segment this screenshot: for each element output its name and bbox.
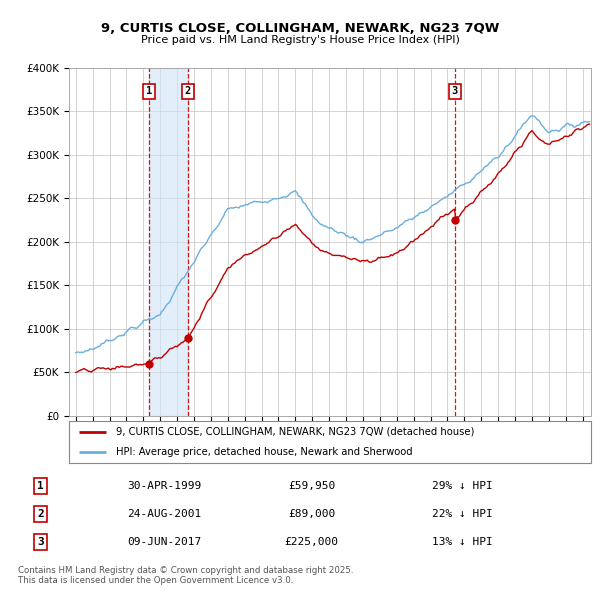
Text: This data is licensed under the Open Government Licence v3.0.: This data is licensed under the Open Gov…: [18, 576, 293, 585]
Text: 1: 1: [37, 481, 44, 491]
Text: 9, CURTIS CLOSE, COLLINGHAM, NEWARK, NG23 7QW: 9, CURTIS CLOSE, COLLINGHAM, NEWARK, NG2…: [101, 22, 499, 35]
Text: £89,000: £89,000: [288, 509, 335, 519]
Text: 13% ↓ HPI: 13% ↓ HPI: [433, 537, 493, 547]
Text: 3: 3: [452, 86, 458, 96]
Text: 9, CURTIS CLOSE, COLLINGHAM, NEWARK, NG23 7QW (detached house): 9, CURTIS CLOSE, COLLINGHAM, NEWARK, NG2…: [116, 427, 475, 437]
Text: 29% ↓ HPI: 29% ↓ HPI: [433, 481, 493, 491]
Text: Contains HM Land Registry data © Crown copyright and database right 2025.: Contains HM Land Registry data © Crown c…: [18, 566, 353, 575]
Text: 2: 2: [185, 86, 191, 96]
Text: £225,000: £225,000: [284, 537, 338, 547]
Text: HPI: Average price, detached house, Newark and Sherwood: HPI: Average price, detached house, Newa…: [116, 447, 413, 457]
Text: 2: 2: [37, 509, 44, 519]
Bar: [149, 68, 188, 416]
Text: 22% ↓ HPI: 22% ↓ HPI: [433, 509, 493, 519]
Text: 3: 3: [37, 537, 44, 547]
Text: Price paid vs. HM Land Registry's House Price Index (HPI): Price paid vs. HM Land Registry's House …: [140, 35, 460, 44]
Text: 30-APR-1999: 30-APR-1999: [127, 481, 202, 491]
Text: 09-JUN-2017: 09-JUN-2017: [127, 537, 202, 547]
Text: 24-AUG-2001: 24-AUG-2001: [127, 509, 202, 519]
Text: £59,950: £59,950: [288, 481, 335, 491]
Text: 1: 1: [146, 86, 152, 96]
